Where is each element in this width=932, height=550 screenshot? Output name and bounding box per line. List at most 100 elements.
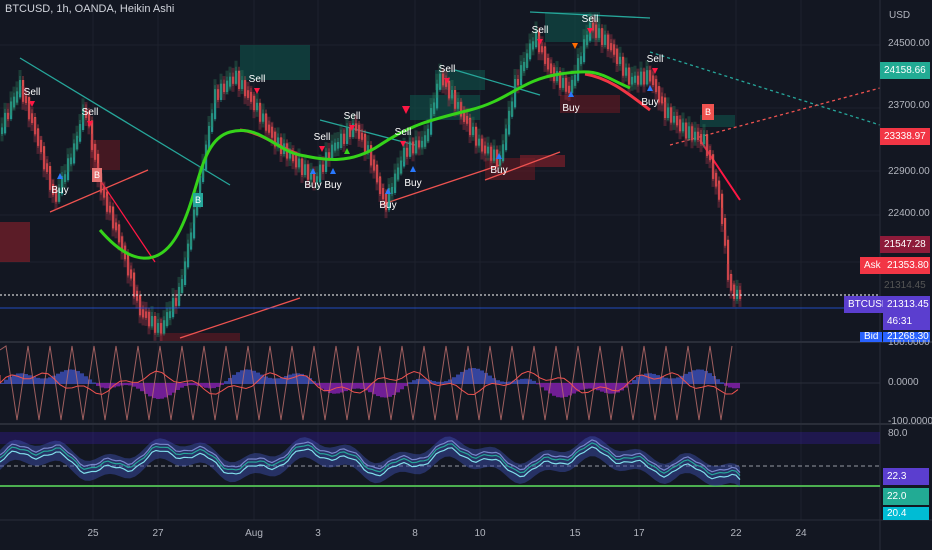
osc1-bar (412, 380, 416, 384)
osc1-bottom-label: -100.0000 (888, 416, 932, 424)
candle-body (166, 312, 169, 327)
ribbon-segment (501, 134, 505, 159)
candle-body (529, 43, 532, 60)
candle-body (328, 152, 331, 159)
ribbon-segment (513, 69, 517, 94)
osc1-bar (28, 375, 32, 384)
candle-body (667, 107, 670, 118)
candle-body (223, 83, 226, 93)
osc1-bar (536, 383, 540, 385)
candle-body (478, 138, 481, 146)
ribbon-segment (618, 46, 622, 71)
osc1-bar (472, 368, 476, 384)
sell-arrow (87, 121, 93, 127)
candle-body (643, 71, 646, 85)
candle-body (175, 298, 178, 306)
ribbon-segment (396, 157, 400, 182)
osc2-band (0, 436, 740, 487)
candle-body (484, 145, 487, 154)
candle-body (355, 123, 358, 131)
buy-signal-label: Buy (641, 97, 658, 108)
ribbon-segment (288, 142, 292, 167)
osc1-bar (392, 383, 396, 396)
candle-body (34, 116, 37, 135)
candle-body (112, 206, 115, 229)
ribbon-segment (693, 121, 697, 146)
oscillator-pane-2[interactable] (0, 432, 880, 487)
candle-body (403, 147, 406, 167)
candle-body (544, 46, 547, 64)
osc1-bar (32, 376, 36, 384)
candle-body (70, 157, 73, 165)
osc1-bar (4, 379, 8, 384)
ribbon-segment (72, 133, 76, 158)
candle-body (154, 316, 157, 333)
ribbon-segment (684, 122, 688, 147)
candle-body (31, 113, 34, 123)
candle-body (109, 205, 112, 213)
candle-body (13, 96, 16, 108)
osc1-bar (708, 373, 712, 384)
candle-body (406, 147, 409, 157)
osc1-bar (72, 369, 76, 384)
osc1-bar (544, 383, 548, 391)
b-badge-label: B (94, 170, 100, 180)
price-tag-high: 24158.66 (880, 62, 930, 79)
osc1-zigzag (0, 345, 733, 421)
candle-body (190, 232, 193, 250)
ribbon-segment (573, 64, 577, 89)
candle-body (739, 289, 742, 299)
candle-body (520, 65, 523, 86)
candle-body (727, 239, 730, 280)
ribbon-segment (444, 70, 448, 95)
zone-box (240, 45, 310, 80)
ribbon-segment (42, 153, 46, 178)
b-badge (193, 193, 203, 207)
currency-label[interactable]: USD (889, 10, 911, 21)
osc1-bar (684, 373, 688, 384)
candle-body (712, 154, 715, 179)
osc1-bar (616, 383, 620, 393)
candle-body (580, 56, 583, 65)
osc1-bar (132, 383, 136, 387)
dimmed-price-tag: 21314.45 (884, 280, 926, 291)
osc1-bar (668, 378, 672, 384)
osc1-bar (8, 376, 12, 384)
candle-body (346, 127, 349, 144)
candle-body (505, 128, 508, 151)
candle-body (391, 186, 394, 195)
candle-body (511, 101, 514, 117)
oscillator-pane-1[interactable] (0, 345, 880, 421)
osc1-bar (336, 383, 340, 394)
ribbon-segment (129, 262, 133, 287)
ribbon-segment (66, 148, 70, 173)
osc1-bar (712, 376, 716, 384)
candle-body (565, 77, 568, 92)
osc1-bar (464, 369, 468, 384)
candle-body (316, 176, 319, 183)
sell-arrow (29, 101, 35, 107)
ribbon-segment (234, 60, 238, 85)
osc1-bar (92, 382, 96, 384)
candle-body (37, 128, 40, 146)
osc1-bar (460, 371, 464, 384)
ribbon-segment (102, 181, 106, 206)
buy-signal-label: Buy (562, 103, 579, 114)
ribbon-segment (681, 112, 685, 137)
osc1-bar (356, 383, 360, 389)
ribbon-segment (690, 124, 694, 149)
ribbon-segment (309, 162, 313, 187)
candle-body (337, 142, 340, 149)
ribbon-segment (558, 71, 562, 96)
ribbon-segment (363, 136, 367, 161)
ribbon-segment (528, 33, 532, 58)
sell-signal-label: Sell (344, 111, 361, 122)
osc1-bar (160, 383, 164, 399)
candle-body (322, 164, 325, 172)
candle-body (313, 172, 316, 183)
osc1-bar (500, 381, 504, 384)
symbol-header[interactable]: BTCUSD, 1h, OANDA, Heikin Ashi (5, 3, 175, 15)
candle-body (301, 158, 304, 175)
candle-body (229, 76, 232, 87)
